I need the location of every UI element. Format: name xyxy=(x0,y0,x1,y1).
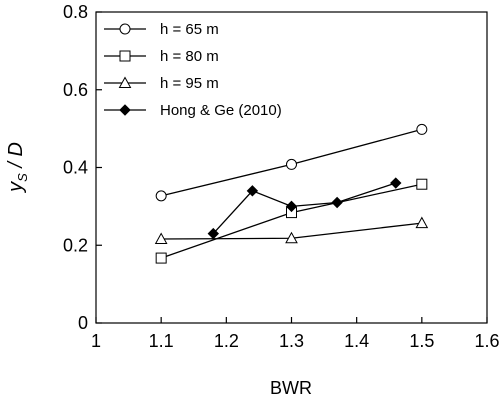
data-point xyxy=(331,196,343,209)
x-tick-label: 1 xyxy=(91,331,101,351)
y-axis-label-rest: / D xyxy=(5,142,27,173)
legend-item: h = 80 m xyxy=(104,48,219,65)
x-axis-label: BWR xyxy=(270,378,312,398)
y-tick-label: 0.4 xyxy=(63,158,88,178)
legend-label: Hong & Ge (2010) xyxy=(160,102,282,119)
legend-marker xyxy=(119,104,131,116)
legend-item: Hong & Ge (2010) xyxy=(104,102,282,119)
data-point xyxy=(415,216,429,229)
x-tick-label: 1.4 xyxy=(344,331,369,351)
data-point xyxy=(285,200,298,213)
data-point xyxy=(286,158,297,170)
series-1 xyxy=(155,123,428,202)
y-tick-label: 0 xyxy=(78,313,88,333)
series-line xyxy=(160,183,422,259)
data-point xyxy=(416,123,428,135)
x-tick-label: 1.3 xyxy=(279,331,304,351)
data-point xyxy=(155,190,167,202)
data-point xyxy=(155,252,167,264)
series-2 xyxy=(155,178,428,264)
y-axis-label-sub: S xyxy=(15,173,30,182)
legend-label: h = 95 m xyxy=(160,75,219,92)
legend-item: h = 65 m xyxy=(104,21,219,38)
y-axis-label: yS / D xyxy=(5,142,30,194)
data-point xyxy=(154,232,168,245)
x-tick-label: 1.5 xyxy=(409,331,434,351)
series-layer xyxy=(154,123,429,264)
x-tick-label: 1.1 xyxy=(149,331,174,351)
y-tick-label: 0.2 xyxy=(63,235,88,255)
y-axis-label-main: y xyxy=(5,181,27,194)
series-line xyxy=(212,182,396,235)
legend-marker xyxy=(118,76,132,88)
series-4 xyxy=(207,177,402,240)
data-point xyxy=(246,185,259,197)
data-point xyxy=(416,178,428,190)
legend-label: h = 80 m xyxy=(160,48,219,65)
x-tick-label: 1.6 xyxy=(474,331,499,351)
series-3 xyxy=(154,216,429,245)
legend-item: h = 95 m xyxy=(104,75,219,92)
legend-marker xyxy=(119,50,131,62)
y-tick-label: 0.8 xyxy=(63,2,88,22)
legend: h = 65 m h = 80 m h = 95 m Hong & Ge (2010) xyxy=(104,21,282,119)
legend-marker xyxy=(119,23,131,35)
data-point xyxy=(390,177,402,189)
data-point xyxy=(285,231,298,244)
data-point xyxy=(207,227,220,240)
y-tick-label: 0.6 xyxy=(63,80,88,100)
x-tick-label: 1.2 xyxy=(214,331,239,351)
tick-layer: 1 1.1 1.2 1.3 1.4 1.5 1.6 0 0.2 0.4 0.6 0.8 xyxy=(63,2,500,351)
legend-label: h = 65 m xyxy=(160,21,219,38)
